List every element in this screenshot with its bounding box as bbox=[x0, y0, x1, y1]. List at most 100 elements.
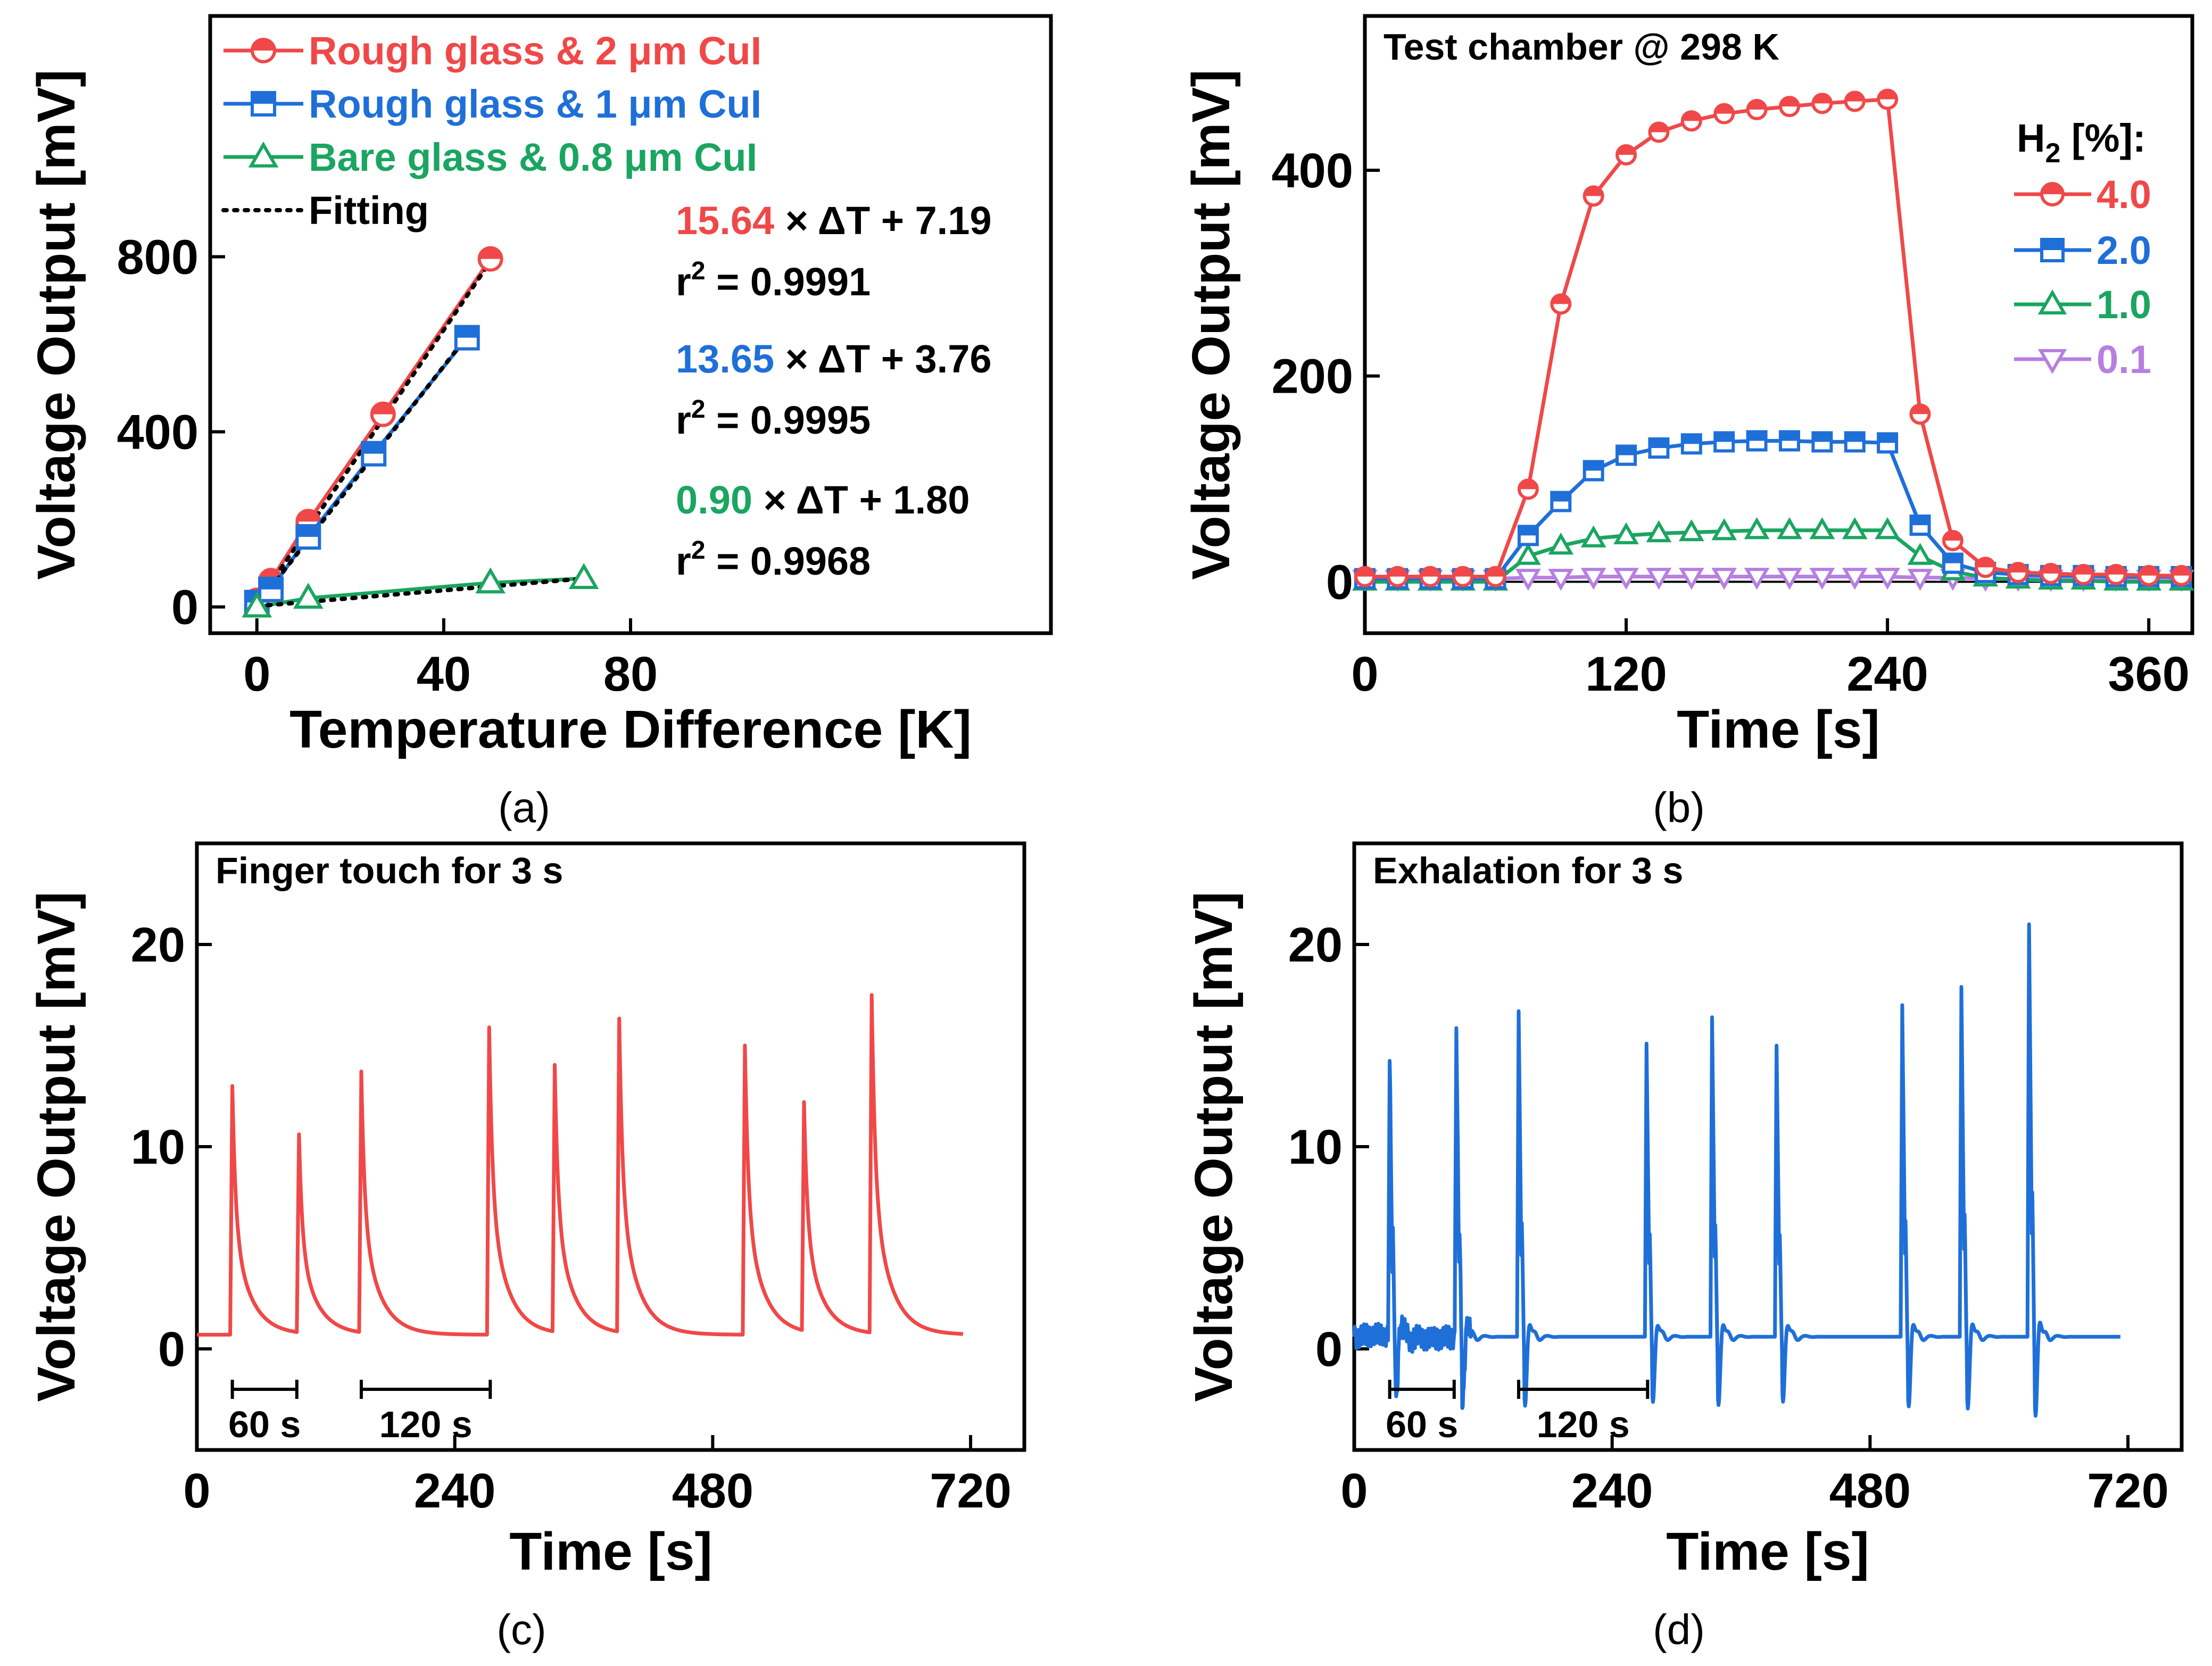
panel-b-point-0-24-fill bbox=[2140, 566, 2158, 576]
panel-a-point-0-3-fill bbox=[371, 403, 394, 415]
panel-b-legend-marker-fill bbox=[2042, 239, 2063, 250]
panel-d-xtick-label: 0 bbox=[1340, 1464, 1368, 1518]
panel-b-marks: 0 120 240 360 0 200 400 H2 [%]:4.0 2.0 1.0 0.1 bbox=[1272, 88, 2194, 701]
panel-a-ytick-label: 400 bbox=[117, 405, 199, 460]
panel-b-point-2-14 bbox=[1809, 517, 1835, 540]
panel-b-ylabel: Voltage Output [mV] bbox=[1181, 69, 1241, 579]
panel-d: 0 240 480 720 0 10 20 60 s 120 s Exhalation for … bbox=[1184, 841, 2184, 1653]
panel-a-legend-label: Rough glass & 1 μm CuI bbox=[309, 82, 761, 126]
panel-c-xtick-label: 480 bbox=[672, 1464, 754, 1518]
panel-b-point-2-17 bbox=[1907, 543, 1933, 565]
panel-a-ylabel: Voltage Output [mV] bbox=[27, 69, 86, 579]
panel-a-fit-line-1 bbox=[254, 334, 469, 608]
panel-d-xtick-label: 720 bbox=[2087, 1464, 2169, 1518]
panel-b-point-3-5 bbox=[1515, 569, 1541, 591]
panel-b-point-0-6-fill bbox=[1552, 295, 1570, 304]
panel-c-xtick-label: 0 bbox=[183, 1464, 210, 1518]
panel-b-xtick-label: 360 bbox=[2108, 647, 2190, 701]
panel-b-point-2-13 bbox=[1777, 517, 1802, 540]
panel-b-point-3-10 bbox=[1678, 568, 1704, 590]
panel-d-trace bbox=[1352, 922, 2122, 1418]
panel-a-r2: r2 = 0.9968 bbox=[676, 536, 871, 583]
panel-b-point-0-10-fill bbox=[1682, 112, 1701, 121]
panel-b-point-1-18-fill bbox=[1943, 554, 1962, 563]
panel-d-ytick-label: 10 bbox=[1288, 1120, 1343, 1174]
panel-a-caption: (a) bbox=[498, 784, 550, 831]
panel-b-point-1-14-fill bbox=[1813, 433, 1832, 442]
panel-b-point-2-11 bbox=[1711, 518, 1737, 541]
panel-a-point-2-0 bbox=[242, 591, 272, 618]
panel-b-point-3-8 bbox=[1613, 568, 1639, 590]
panel-b-point-3-12 bbox=[1744, 568, 1770, 590]
panel-a-r2: r2 = 0.9991 bbox=[676, 257, 871, 304]
panel-a-xtick-label: 0 bbox=[243, 647, 270, 701]
panel-d-ylabel: Voltage Output [mV] bbox=[1184, 891, 1244, 1402]
panel-b-xtick-label: 120 bbox=[1585, 647, 1667, 701]
panel-c-title: Finger touch for 3 s bbox=[216, 850, 563, 891]
panel-a-point-1-1-fill bbox=[260, 578, 283, 590]
panel-b-point-0-1-fill bbox=[1388, 567, 1407, 577]
panel-b-point-0-9-fill bbox=[1650, 123, 1668, 132]
panel-a-ytick-label: 800 bbox=[117, 230, 199, 284]
panel-b-legend-label: 0.1 bbox=[2097, 337, 2151, 382]
panel-b-point-0-8-fill bbox=[1617, 146, 1636, 155]
panel-c-xlabel: Time [s] bbox=[509, 1522, 713, 1581]
panel-a-equation: 13.65 × ΔT + 3.76 bbox=[676, 337, 992, 381]
panel-c-trace bbox=[195, 993, 965, 1337]
panel-a-legend-label: Bare glass & 0.8 μm CuI bbox=[309, 135, 757, 179]
panel-b-series-line-1 bbox=[1365, 438, 2182, 581]
panel-b-legend-title: H2 [%]: bbox=[2017, 116, 2146, 169]
panel-b-point-0-22-fill bbox=[2074, 565, 2093, 575]
panel-a-xlabel: Temperature Difference [K] bbox=[289, 700, 972, 759]
panel-d-ytick-label: 0 bbox=[1315, 1322, 1343, 1377]
panel-b-point-3-13 bbox=[1777, 568, 1802, 590]
panel-d-scale-bar-label: 60 s bbox=[1386, 1404, 1458, 1445]
panel-c-ytick-label: 0 bbox=[158, 1322, 185, 1377]
panel-b-point-1-15-fill bbox=[1845, 433, 1864, 442]
panel-b-point-1-10-fill bbox=[1682, 435, 1701, 444]
panel-a-fit-line-0 bbox=[254, 259, 493, 606]
panel-b-point-0-14-fill bbox=[1813, 94, 1832, 104]
panel-a-xtick-label: 80 bbox=[603, 647, 658, 701]
panel-d-xtick-label: 240 bbox=[1571, 1464, 1653, 1518]
panel-a-point-2-2 bbox=[475, 567, 506, 594]
panel-b-point-0-23-fill bbox=[2107, 565, 2125, 575]
panel-a-point-2-3 bbox=[568, 563, 599, 589]
panel-c-xtick-label: 720 bbox=[930, 1464, 1012, 1518]
panel-a-point-1-4-fill bbox=[455, 326, 478, 338]
panel-d-xlabel: Time [s] bbox=[1666, 1522, 1869, 1581]
panel-b-point-3-15 bbox=[1842, 568, 1868, 590]
panel-b-title: Test chamber @ 298 K bbox=[1383, 26, 1779, 68]
panel-b-point-1-6-fill bbox=[1552, 492, 1570, 502]
panel-b: 0 120 240 360 0 200 400 H2 [%]:4.0 2.0 1.0 0.1 Tes… bbox=[1181, 14, 2194, 831]
panel-b-series-line-0 bbox=[1365, 97, 2182, 579]
panel-a-ytick-label: 0 bbox=[171, 581, 198, 635]
panel-b-legend-label: 1.0 bbox=[2097, 283, 2151, 327]
panel-b-legend-marker bbox=[2037, 289, 2067, 314]
panel-b-point-3-7 bbox=[1580, 568, 1606, 590]
panel-b-point-3-14 bbox=[1809, 568, 1835, 590]
panel-b-point-2-15 bbox=[1842, 517, 1868, 540]
panel-b-legend-label: 2.0 bbox=[2097, 228, 2151, 272]
panel-a-equation: 0.90 × ΔT + 1.80 bbox=[676, 478, 970, 522]
panel-a-legend-label: Fitting bbox=[309, 188, 429, 233]
panel-a-xtick-label: 40 bbox=[417, 647, 471, 701]
panel-d-ytick-label: 20 bbox=[1288, 918, 1343, 972]
panel-b-point-0-5-fill bbox=[1519, 480, 1537, 490]
panel-b-xtick-label: 0 bbox=[1351, 647, 1378, 701]
panel-b-point-1-17-fill bbox=[1911, 516, 1929, 525]
panel-b-legend-marker-fill bbox=[2042, 184, 2063, 194]
panel-c-ytick-label: 20 bbox=[131, 918, 185, 972]
panel-b-point-0-25-fill bbox=[2172, 566, 2191, 576]
panel-b-point-2-6 bbox=[1548, 532, 1574, 555]
panel-d-frame bbox=[1352, 841, 2184, 1452]
panel-a-legend-label: Rough glass & 2 μm CuI bbox=[309, 29, 761, 73]
panel-b-point-2-12 bbox=[1744, 517, 1770, 540]
panel-b-point-0-0-fill bbox=[1356, 567, 1374, 577]
panel-b-point-0-12-fill bbox=[1747, 100, 1766, 110]
panel-b-point-0-2-fill bbox=[1421, 567, 1439, 577]
panel-b-ytick-label: 400 bbox=[1272, 144, 1354, 198]
panel-b-point-0-18-fill bbox=[1943, 532, 1962, 541]
